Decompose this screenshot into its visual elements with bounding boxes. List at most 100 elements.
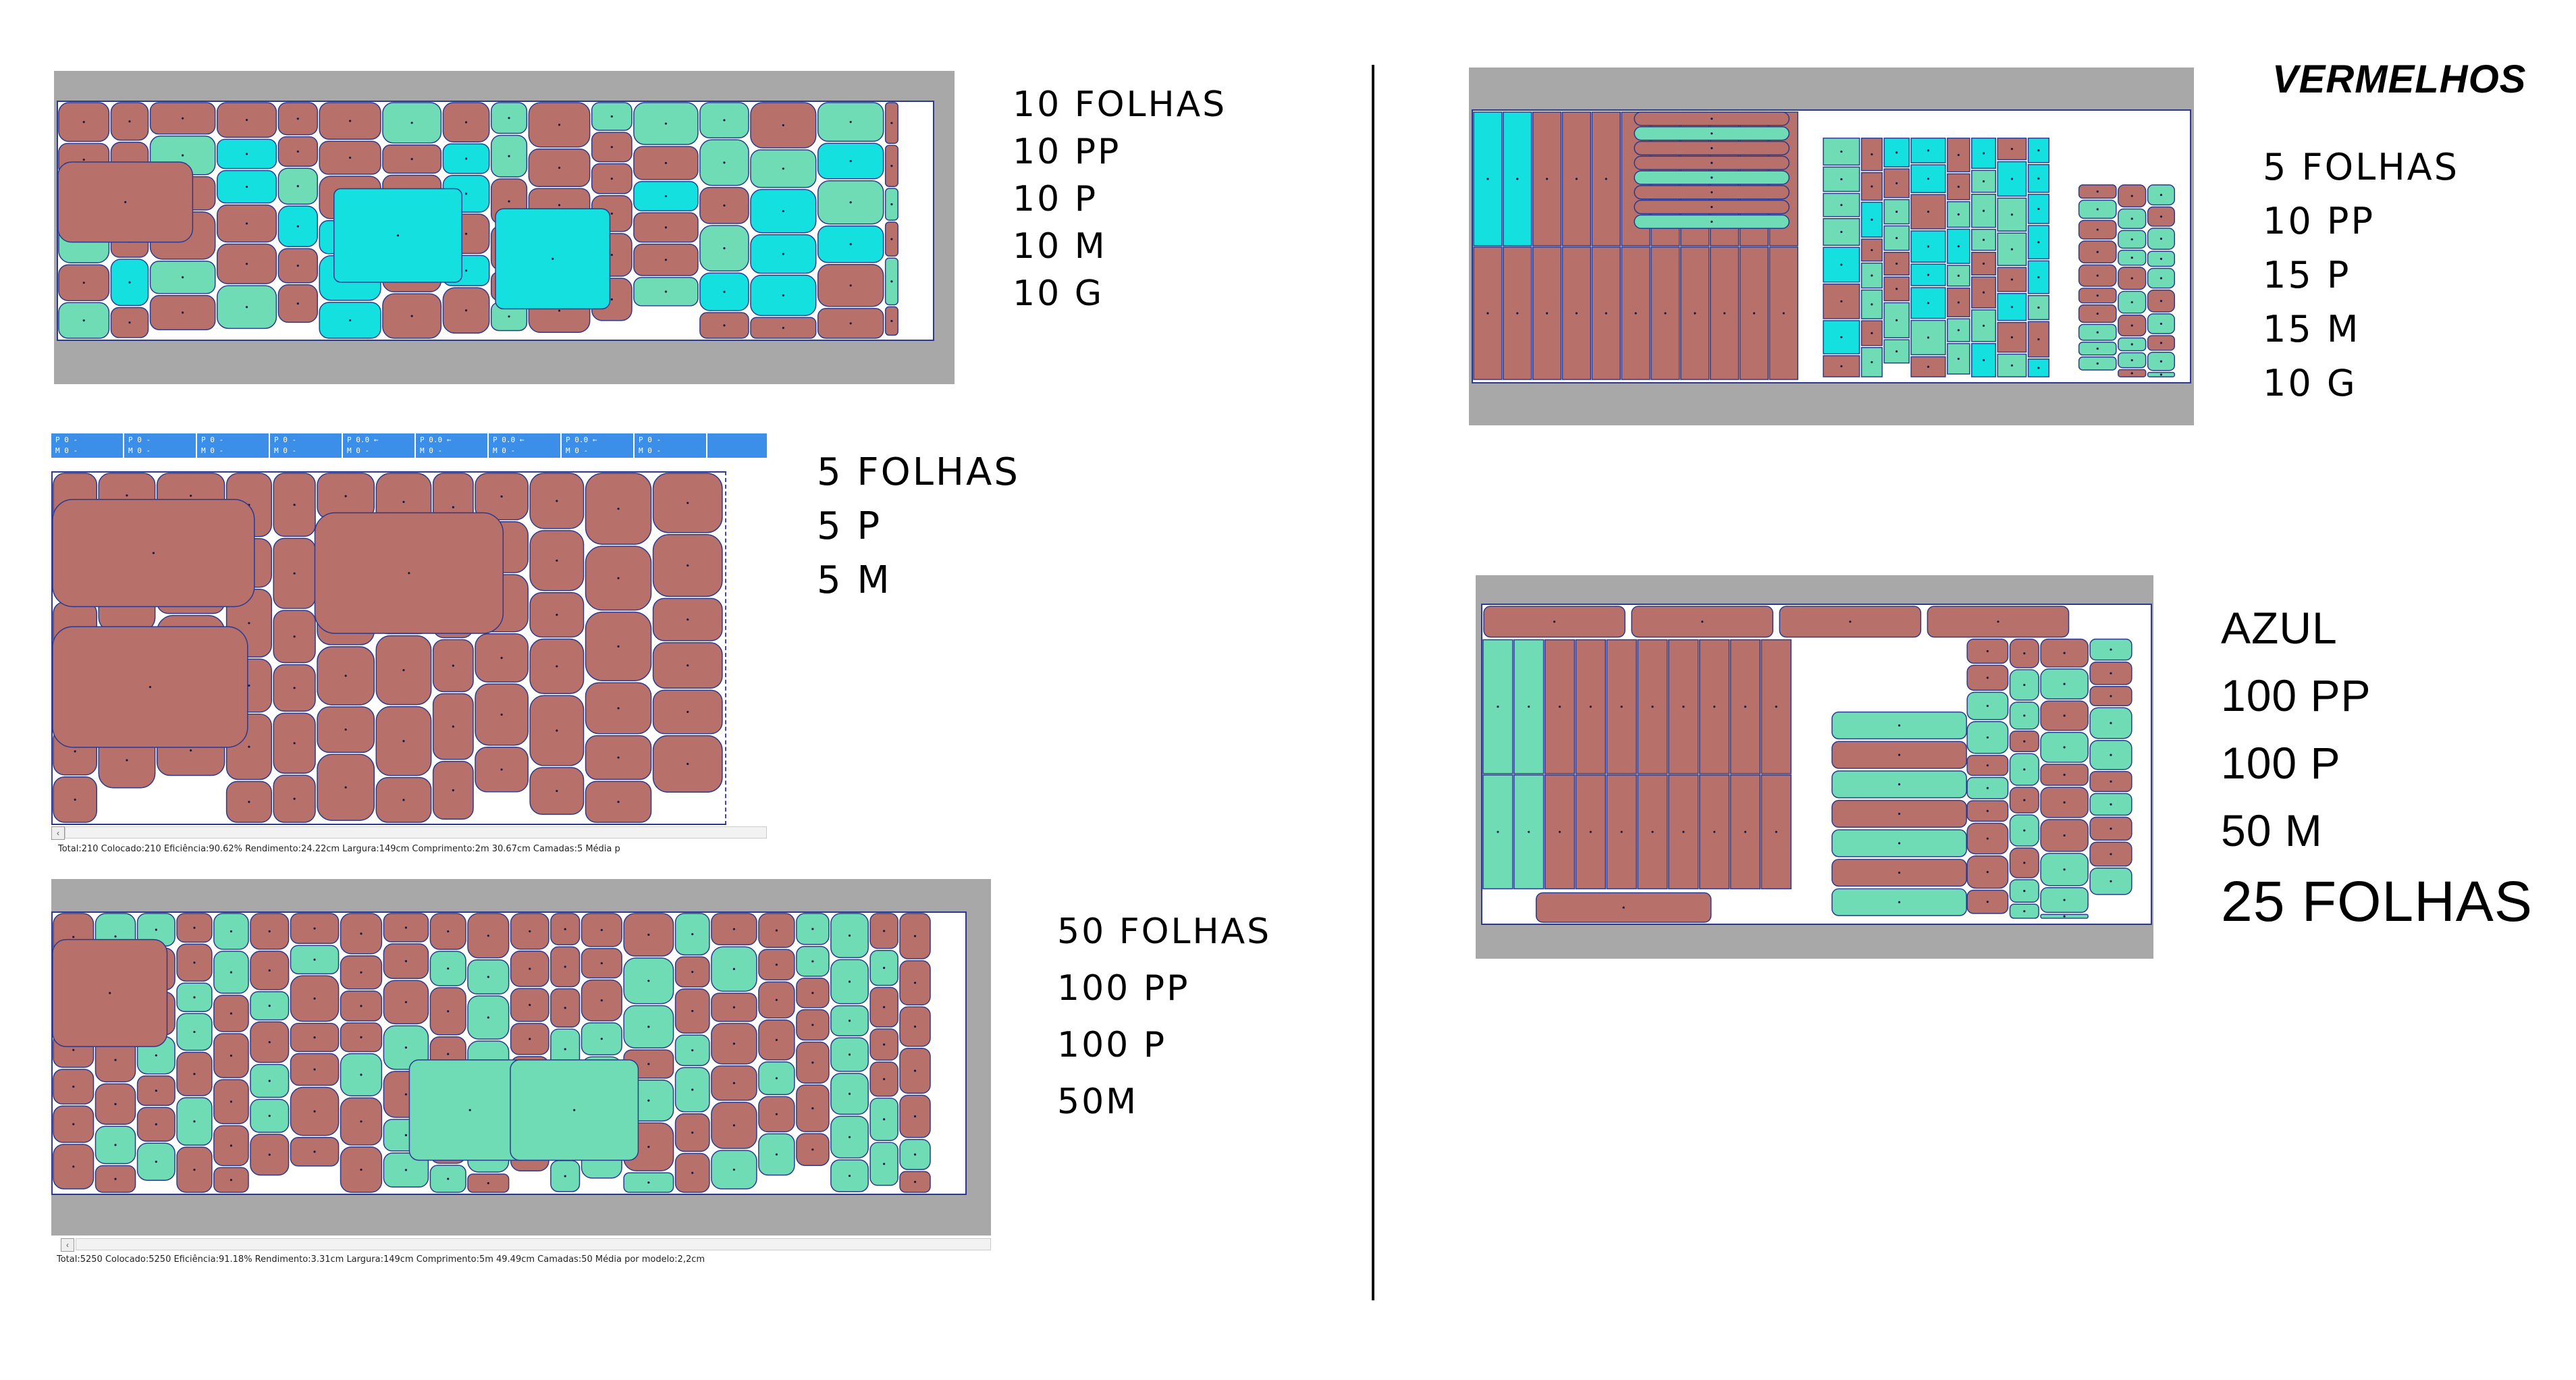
grainline-mark bbox=[529, 930, 531, 932]
grainline-mark bbox=[500, 656, 503, 660]
grainline-mark bbox=[193, 1120, 196, 1123]
grainline-mark bbox=[687, 618, 689, 621]
grainline-mark bbox=[890, 280, 893, 283]
marker-1-canvas[interactable] bbox=[57, 101, 934, 341]
grainline-mark bbox=[1711, 176, 1713, 179]
grainline-mark bbox=[1775, 830, 1777, 833]
grainline-mark bbox=[1986, 649, 1989, 653]
grainline-mark bbox=[1898, 901, 1901, 903]
grainline-mark bbox=[529, 967, 531, 970]
grainline-mark bbox=[404, 926, 407, 929]
grainline-mark bbox=[1664, 312, 1667, 315]
grainline-mark bbox=[2159, 360, 2163, 363]
grainline-mark bbox=[732, 967, 735, 970]
grainline-mark bbox=[155, 1123, 157, 1125]
grainline-mark bbox=[1701, 620, 1704, 623]
grainline-mark bbox=[193, 1073, 196, 1076]
marker-1-line: 10 PP bbox=[1013, 132, 1121, 172]
grainline-mark bbox=[344, 674, 347, 677]
column-divider bbox=[1372, 65, 1374, 1300]
grainline-mark bbox=[848, 1092, 851, 1095]
grainline-mark bbox=[500, 495, 503, 498]
grainline-mark bbox=[2037, 306, 2040, 309]
grainline-mark bbox=[74, 798, 76, 801]
grainline-mark bbox=[1871, 274, 1873, 277]
grainline-mark bbox=[782, 294, 784, 297]
grainline-mark bbox=[508, 315, 510, 318]
marker-2-quantities: 5 FOLHAS 5 P 5 M bbox=[817, 446, 1020, 608]
grainline-mark bbox=[849, 322, 852, 325]
grainline-mark bbox=[732, 928, 735, 930]
grainline-mark bbox=[647, 1026, 650, 1028]
grainline-mark bbox=[1840, 300, 1843, 302]
grainline-mark bbox=[268, 1115, 271, 1117]
grainline-mark bbox=[2130, 301, 2133, 304]
grainline-mark bbox=[1957, 245, 1960, 248]
grainline-mark bbox=[723, 161, 726, 164]
grainline-mark bbox=[913, 1181, 917, 1184]
marker-4-line: 5 FOLHAS bbox=[2263, 146, 2459, 188]
grainline-mark bbox=[558, 124, 561, 126]
grainline-mark bbox=[1982, 291, 1985, 294]
grainline-mark bbox=[1711, 191, 1713, 194]
grainline-mark bbox=[1927, 365, 1930, 368]
grainline-mark bbox=[2063, 714, 2066, 717]
scroll-left-icon[interactable]: ‹ bbox=[51, 826, 65, 840]
grainline-mark bbox=[1840, 150, 1843, 153]
scroll-left-icon[interactable]: ‹ bbox=[61, 1238, 74, 1252]
grainline-mark bbox=[2023, 799, 2026, 801]
grainline-mark bbox=[883, 1118, 886, 1121]
grainline-mark bbox=[193, 926, 196, 929]
grainline-mark bbox=[1927, 245, 1930, 248]
grainline-mark bbox=[1927, 336, 1930, 339]
grainline-mark bbox=[1575, 178, 1578, 180]
marker-3-canvas[interactable] bbox=[51, 911, 967, 1195]
horizontal-scrollbar[interactable] bbox=[76, 1238, 991, 1250]
grainline-mark bbox=[1871, 248, 1873, 252]
grainline-mark bbox=[2023, 768, 2026, 771]
grainline-mark bbox=[913, 1069, 917, 1072]
grainline-mark bbox=[114, 1144, 117, 1146]
pattern-piece bbox=[1823, 246, 1860, 283]
grainline-mark bbox=[1982, 152, 1985, 155]
grainline-mark bbox=[1558, 706, 1561, 708]
grainline-mark bbox=[2159, 373, 2163, 376]
grainline-mark bbox=[732, 1082, 735, 1084]
grainline-mark bbox=[610, 115, 613, 118]
grainline-mark bbox=[348, 120, 352, 122]
grainline-mark bbox=[2010, 364, 2013, 367]
grainline-mark bbox=[1871, 303, 1873, 306]
grainline-mark bbox=[849, 243, 852, 246]
pattern-piece bbox=[2027, 225, 2049, 260]
grainline-mark bbox=[1752, 312, 1756, 315]
grainline-mark bbox=[82, 319, 85, 322]
grainline-mark bbox=[2159, 277, 2163, 280]
horizontal-scrollbar[interactable] bbox=[65, 826, 767, 839]
grainline-mark bbox=[1895, 288, 1898, 290]
grainline-mark bbox=[1545, 178, 1549, 180]
grainline-mark bbox=[564, 1048, 566, 1051]
grainline-mark bbox=[293, 797, 296, 800]
marker-5-canvas[interactable] bbox=[1481, 604, 2152, 925]
grainline-mark bbox=[296, 225, 299, 228]
grainline-mark bbox=[2023, 652, 2026, 655]
grainline-mark bbox=[1982, 262, 1985, 265]
grainline-mark bbox=[500, 713, 503, 716]
grainline-mark bbox=[556, 500, 558, 502]
marker-2-canvas[interactable] bbox=[51, 471, 726, 825]
grainline-mark bbox=[687, 710, 689, 714]
grainline-mark bbox=[182, 117, 184, 120]
grainline-mark bbox=[1927, 178, 1930, 180]
grainline-mark bbox=[600, 1038, 603, 1040]
grainline-mark bbox=[664, 226, 668, 229]
grainline-mark bbox=[600, 928, 603, 932]
grainline-mark bbox=[296, 264, 299, 267]
grainline-mark bbox=[556, 614, 558, 616]
grainline-mark bbox=[775, 1153, 778, 1156]
grainline-mark bbox=[2063, 915, 2066, 918]
grainline-mark bbox=[82, 282, 85, 284]
grainline-mark bbox=[811, 1107, 814, 1110]
grainline-mark bbox=[155, 1089, 157, 1092]
grainline-mark bbox=[811, 1148, 814, 1151]
marker-4-canvas[interactable] bbox=[1472, 109, 2191, 383]
